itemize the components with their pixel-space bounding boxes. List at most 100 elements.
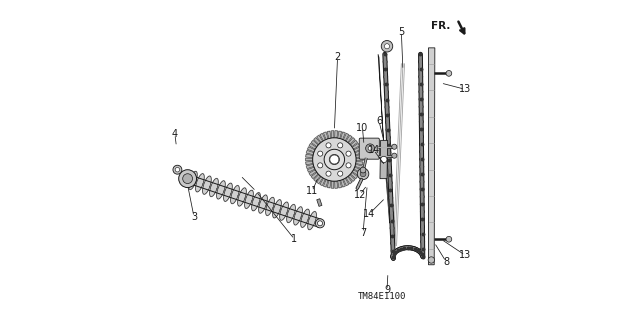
Circle shape	[368, 146, 372, 150]
Text: 13: 13	[459, 250, 471, 260]
Polygon shape	[317, 177, 323, 184]
Text: 13: 13	[459, 84, 471, 94]
Circle shape	[313, 138, 356, 181]
Polygon shape	[307, 151, 314, 155]
Circle shape	[326, 171, 331, 176]
Polygon shape	[356, 154, 363, 158]
Polygon shape	[335, 181, 338, 188]
Polygon shape	[230, 185, 239, 204]
Polygon shape	[186, 175, 321, 227]
Polygon shape	[323, 132, 328, 139]
Circle shape	[317, 221, 323, 226]
Text: 4: 4	[172, 129, 178, 139]
Polygon shape	[306, 161, 313, 165]
Polygon shape	[294, 207, 302, 225]
Polygon shape	[314, 137, 321, 145]
Circle shape	[324, 149, 344, 170]
Circle shape	[316, 219, 324, 228]
Circle shape	[175, 167, 180, 172]
Polygon shape	[344, 178, 349, 186]
Polygon shape	[346, 135, 352, 142]
Circle shape	[428, 257, 435, 263]
Polygon shape	[356, 158, 363, 161]
Text: 7: 7	[360, 228, 366, 238]
Circle shape	[392, 153, 397, 158]
Polygon shape	[317, 135, 323, 142]
Circle shape	[173, 165, 182, 174]
Polygon shape	[355, 151, 362, 155]
Polygon shape	[351, 172, 358, 179]
Circle shape	[392, 144, 397, 149]
Polygon shape	[353, 144, 360, 149]
Text: 14: 14	[364, 209, 376, 219]
Circle shape	[330, 155, 339, 164]
Polygon shape	[311, 140, 318, 147]
Polygon shape	[237, 188, 246, 206]
Polygon shape	[210, 178, 218, 197]
Polygon shape	[331, 181, 334, 188]
Polygon shape	[340, 180, 345, 187]
Text: 14: 14	[367, 145, 380, 155]
Polygon shape	[353, 170, 360, 175]
Circle shape	[317, 151, 323, 156]
Polygon shape	[308, 211, 316, 230]
Polygon shape	[340, 132, 345, 139]
Polygon shape	[327, 131, 331, 138]
Circle shape	[326, 143, 331, 148]
Polygon shape	[331, 131, 334, 138]
Polygon shape	[266, 197, 275, 216]
Text: 5: 5	[398, 27, 404, 37]
Circle shape	[179, 170, 196, 188]
FancyBboxPatch shape	[359, 138, 380, 159]
Polygon shape	[280, 202, 288, 220]
Polygon shape	[346, 177, 352, 184]
Polygon shape	[306, 158, 313, 161]
Circle shape	[338, 143, 343, 148]
Polygon shape	[189, 171, 197, 189]
Polygon shape	[320, 178, 325, 186]
Polygon shape	[217, 181, 225, 199]
Polygon shape	[378, 54, 390, 223]
Polygon shape	[307, 167, 315, 172]
Polygon shape	[314, 174, 321, 182]
Circle shape	[329, 154, 339, 165]
Circle shape	[357, 168, 369, 180]
Polygon shape	[354, 147, 361, 152]
Text: 3: 3	[191, 212, 197, 222]
Polygon shape	[348, 174, 355, 182]
Circle shape	[446, 236, 452, 242]
Polygon shape	[309, 144, 316, 149]
Text: FR.: FR.	[431, 20, 451, 31]
Polygon shape	[338, 131, 342, 138]
Polygon shape	[338, 181, 342, 188]
Circle shape	[317, 163, 323, 168]
Polygon shape	[301, 209, 309, 227]
Polygon shape	[327, 181, 331, 188]
Polygon shape	[311, 172, 318, 179]
Text: 11: 11	[306, 186, 318, 197]
Polygon shape	[287, 204, 295, 223]
Polygon shape	[203, 176, 211, 194]
Polygon shape	[320, 133, 325, 141]
Polygon shape	[348, 137, 355, 145]
Polygon shape	[244, 190, 253, 208]
Circle shape	[446, 70, 452, 76]
Circle shape	[346, 151, 351, 156]
Polygon shape	[380, 140, 388, 179]
Text: 2: 2	[335, 52, 340, 63]
Polygon shape	[355, 164, 362, 168]
Polygon shape	[307, 164, 314, 168]
Text: 1: 1	[291, 234, 298, 244]
Circle shape	[381, 41, 393, 52]
Polygon shape	[252, 193, 260, 211]
Polygon shape	[344, 133, 349, 141]
Circle shape	[381, 156, 387, 163]
Circle shape	[365, 144, 374, 153]
Polygon shape	[223, 183, 232, 201]
Polygon shape	[259, 195, 268, 213]
Text: 12: 12	[354, 189, 366, 200]
Polygon shape	[306, 154, 313, 158]
Circle shape	[385, 44, 390, 49]
Polygon shape	[317, 199, 322, 206]
Polygon shape	[354, 167, 361, 172]
